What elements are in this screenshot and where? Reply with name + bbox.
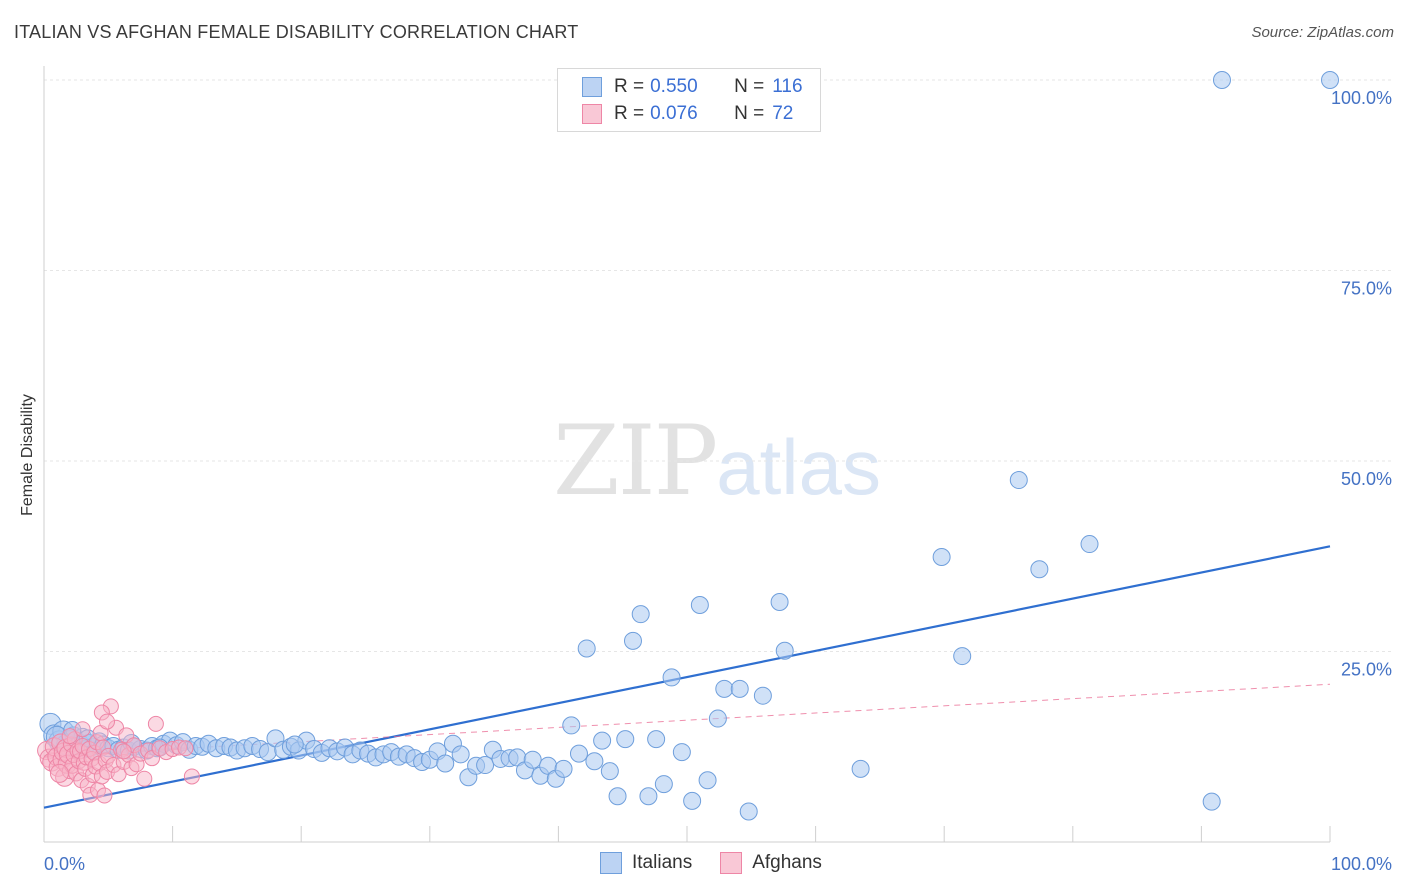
italians-points — [39, 71, 1339, 821]
italians-point — [753, 686, 772, 705]
n-value: 116 — [772, 76, 803, 97]
tick-labels: 25.0% 50.0% 75.0% 100.0% 0.0% 100.0% — [44, 88, 1392, 874]
afghans-point — [96, 787, 113, 804]
italians-point — [715, 679, 734, 698]
italians-point — [1030, 560, 1049, 579]
r-label: R = — [614, 76, 645, 97]
italians-point — [639, 787, 658, 806]
italians-point — [690, 596, 709, 615]
afghans-point — [61, 728, 78, 745]
italians-point — [647, 730, 666, 749]
grid-lines — [44, 79, 1392, 652]
italians-point — [683, 791, 702, 810]
afghans-trend-extension — [185, 683, 1331, 749]
italians-point — [593, 731, 612, 750]
italians-point — [476, 756, 495, 775]
italians-point — [451, 745, 470, 764]
italians-point — [436, 754, 455, 773]
italians-point — [1009, 471, 1028, 490]
italians-point — [953, 647, 972, 666]
chart-source: Source: ZipAtlas.com — [1251, 24, 1394, 41]
r-value: 0.076 — [650, 103, 698, 124]
y-tick-label-3: 100.0% — [1331, 88, 1392, 108]
n-label: N = — [734, 103, 765, 124]
italians-point — [708, 709, 727, 728]
italians-trend — [43, 545, 1331, 809]
y-tick-label-1: 50.0% — [1341, 469, 1392, 489]
italians-point — [932, 548, 951, 567]
italians-point — [1080, 535, 1099, 554]
afghans-point — [183, 768, 200, 785]
afghans-legend-label: Afghans — [752, 852, 822, 873]
watermark-atlas: atlas — [716, 423, 881, 511]
italians-point — [739, 802, 758, 821]
italians-point — [285, 735, 304, 754]
italians-point — [562, 716, 581, 735]
italians-point — [608, 787, 627, 806]
italians-point — [770, 592, 789, 611]
afghans-point — [99, 713, 116, 730]
italians-point — [631, 605, 650, 624]
y-tick-label-0: 25.0% — [1341, 660, 1392, 680]
italians-trend-line — [43, 545, 1331, 809]
italians-point — [1212, 71, 1231, 89]
italians-point — [585, 752, 604, 771]
afghans-point — [147, 715, 164, 732]
italians-point — [775, 641, 794, 660]
afghans-swatch — [582, 104, 602, 124]
afghans-point — [49, 763, 69, 783]
afghans-point — [115, 743, 132, 760]
italians-swatch — [582, 77, 602, 97]
italians-point — [672, 743, 691, 762]
italians-point — [623, 631, 642, 650]
italians-point — [554, 759, 573, 778]
x-tick-label-1: 100.0% — [1331, 854, 1392, 874]
legend-series: Italians Afghans — [600, 852, 850, 874]
afghans-legend-swatch — [720, 852, 743, 874]
x-tick-label-0: 0.0% — [44, 854, 85, 874]
legend-row-afghans: R = 0.076 N = 72 — [582, 102, 793, 126]
italians-point — [523, 750, 542, 769]
italians-point — [616, 730, 635, 749]
italians-point — [662, 668, 681, 687]
legend-row-italians: R = 0.550 N = 116 — [582, 75, 803, 99]
chart-title: ITALIAN VS AFGHAN FEMALE DISABILITY CORR… — [14, 22, 579, 42]
axes — [43, 66, 1331, 843]
afghans-point — [136, 770, 153, 787]
italians-point — [577, 639, 596, 658]
italians-point — [600, 762, 619, 781]
italians-point — [851, 759, 870, 778]
n-label: N = — [734, 76, 765, 97]
italians-point — [1202, 792, 1221, 811]
legend-stats: R = 0.550 N = 116 R = 0.076 N = 72 — [557, 68, 821, 132]
italians-point — [569, 744, 588, 763]
afghans-point — [177, 740, 194, 757]
italians-point — [698, 771, 717, 790]
legend-item-italians[interactable]: Italians — [600, 852, 692, 874]
afghans-point — [74, 721, 91, 738]
italians-point — [1321, 71, 1339, 89]
italians-point — [730, 679, 749, 698]
italians-legend-swatch — [600, 852, 622, 874]
n-value: 72 — [772, 103, 794, 124]
r-label: R = — [614, 103, 645, 124]
r-value: 0.550 — [650, 76, 698, 97]
italians-legend-label: Italians — [632, 852, 693, 873]
legend-item-afghans[interactable]: Afghans — [720, 852, 822, 874]
italians-point — [654, 775, 673, 794]
afghans-points — [37, 698, 200, 804]
y-tick-label-2: 75.0% — [1341, 279, 1392, 299]
